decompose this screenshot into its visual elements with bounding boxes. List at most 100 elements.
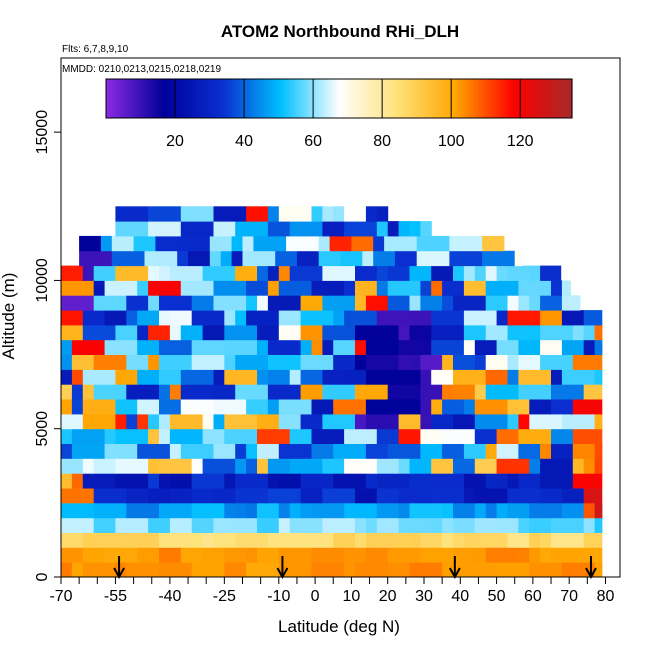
x-tick-label: -40 xyxy=(158,588,181,605)
heatmap-cell xyxy=(453,384,476,400)
colorbar-swatch xyxy=(528,79,532,118)
heatmap-cell xyxy=(257,428,291,444)
colorbar-swatch xyxy=(272,79,276,118)
heatmap-cell xyxy=(191,339,225,355)
heatmap-cell xyxy=(398,488,432,504)
heatmap-cell xyxy=(561,339,585,355)
heatmap-cell xyxy=(126,354,149,370)
heatmap-cell xyxy=(365,206,378,222)
heatmap-cell xyxy=(115,562,127,578)
heatmap-cell xyxy=(191,517,214,533)
heatmap-cell xyxy=(518,354,541,370)
heatmap-cell xyxy=(82,369,116,385)
heatmap-cell xyxy=(202,265,236,281)
heatmap-cell xyxy=(482,235,505,252)
heatmap-cell xyxy=(278,502,291,519)
colorbar-swatch xyxy=(280,79,285,118)
heatmap-cell xyxy=(300,310,334,326)
colorbar-swatch xyxy=(149,79,154,118)
colorbar-swatch xyxy=(178,79,183,118)
heatmap-cell xyxy=(453,517,476,533)
heatmap-cell xyxy=(474,488,508,504)
heatmap-cell xyxy=(551,443,574,459)
heatmap-cell xyxy=(148,488,171,504)
heatmap-cell xyxy=(322,369,345,385)
heatmap-cell xyxy=(159,532,193,548)
heatmap-cell xyxy=(231,250,243,267)
heatmap-cell xyxy=(246,399,269,415)
heatmap-cell xyxy=(220,250,233,267)
heatmap-cell xyxy=(344,428,378,444)
heatmap-cell xyxy=(551,428,574,444)
heatmap-cell xyxy=(540,443,552,459)
heatmap-cell xyxy=(311,428,345,444)
heatmap-cell xyxy=(387,221,400,237)
heatmap-cell xyxy=(137,443,171,459)
heatmap-cell xyxy=(529,517,552,533)
heatmap-cell xyxy=(344,502,378,519)
heatmap-cell xyxy=(485,324,508,341)
heatmap-cell xyxy=(507,369,519,385)
heatmap-cell xyxy=(235,354,269,370)
colorbar-swatch xyxy=(324,79,328,118)
y-tick-label: 5000 xyxy=(34,411,51,447)
heatmap-cell xyxy=(126,532,160,548)
heatmap-cell xyxy=(529,502,563,519)
heatmap-cell xyxy=(213,369,225,385)
heatmap-cell xyxy=(365,547,389,563)
heatmap-cell xyxy=(191,295,214,311)
heatmap-cell xyxy=(115,473,149,489)
colorbar-swatch xyxy=(184,79,189,118)
heatmap-cell xyxy=(453,413,476,430)
heatmap-cell xyxy=(398,339,432,355)
heatmap-cell xyxy=(485,547,519,563)
colorbar-swatch xyxy=(411,79,416,118)
heatmap-cell xyxy=(409,265,432,281)
colorbar-swatch xyxy=(312,79,317,118)
colorbar-swatch xyxy=(132,79,136,118)
heatmap-cell xyxy=(235,517,258,533)
heatmap-cell xyxy=(61,354,73,370)
heatmap-cell xyxy=(344,221,378,237)
heatmap-cell xyxy=(169,517,193,533)
colorbar-swatch xyxy=(260,79,264,118)
heatmap-cell xyxy=(594,324,603,341)
heatmap-cell xyxy=(387,280,421,296)
colorbar-swatch xyxy=(152,79,157,118)
heatmap-cell xyxy=(115,399,138,415)
heatmap-cell xyxy=(278,443,312,459)
colorbar-swatch xyxy=(542,79,547,118)
heatmap-cell xyxy=(398,413,421,430)
colorbar-swatch xyxy=(423,79,427,118)
heatmap-cell xyxy=(431,473,465,489)
heatmap-cell xyxy=(365,354,400,370)
heatmap-cell xyxy=(159,502,193,519)
colorbar-swatch xyxy=(315,79,320,118)
heatmap-cell xyxy=(572,354,603,370)
colorbar-swatch xyxy=(496,79,500,118)
colorbar-swatch xyxy=(391,79,395,118)
heatmap-cell xyxy=(93,458,116,474)
heatmap-cell xyxy=(529,265,541,281)
heatmap-cell xyxy=(529,547,541,563)
heatmap-cell xyxy=(540,354,574,370)
heatmap-cell xyxy=(485,502,498,519)
heatmap-cell xyxy=(431,488,465,504)
heatmap-cell xyxy=(463,324,487,341)
heatmap-cell xyxy=(344,310,378,326)
heatmap-cell xyxy=(300,339,312,355)
heatmap-cell xyxy=(300,295,323,311)
heatmap-cell xyxy=(583,384,603,400)
heatmap-cell xyxy=(333,354,356,370)
colorbar-swatch xyxy=(216,79,221,118)
x-tick-label: 30 xyxy=(415,588,433,605)
x-tick-label: -10 xyxy=(267,588,290,605)
heatmap-cell xyxy=(278,473,302,489)
heatmap-cell xyxy=(365,324,400,341)
heatmap-cell xyxy=(177,250,189,267)
heatmap-cell xyxy=(224,339,258,355)
heatmap-cell xyxy=(246,295,258,311)
colorbar-swatch xyxy=(304,79,308,118)
heatmap-cell xyxy=(267,339,302,355)
heatmap-cell xyxy=(583,310,603,326)
